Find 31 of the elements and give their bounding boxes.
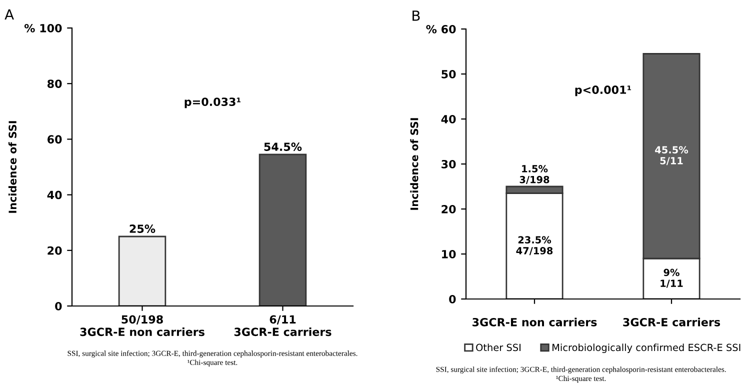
chart-title: B [412,10,420,21]
legend-label: Other SSI [476,344,520,352]
y-tick-label: 30 [442,160,456,168]
data-label: 54.5% [264,142,302,151]
y-axis-title: Incidence of SSI [8,121,17,213]
chart-title: A [4,9,14,20]
data-label: 25% [130,224,156,233]
y-tick-label: 60 [48,135,62,144]
y-tick-label: % 100 [24,24,62,32]
x-tick-label: 3GCR-E non carriers [472,318,597,326]
x-tick-label: 50/198 3GCR-E non carriers [80,315,204,336]
data-label: 45.5% 5/11 [655,146,688,166]
x-tick-label: 3GCR-E carriers [623,318,720,326]
y-tick-label: 40 [441,114,456,124]
y-tick-label: 40 [47,190,62,200]
annotation: p<0.001¹ [575,86,632,96]
y-tick-label: 10 [442,250,456,258]
y-axis-title: Incidence of SSI [410,118,418,210]
x-tick-label: 6/11 3GCR-E carriers [234,315,332,336]
annotation: p=0.033¹ [184,98,241,108]
y-tick-label: % 60 [426,24,456,34]
y-tick-label: 0 [449,294,456,304]
y-tick-label: 20 [48,246,62,255]
legend-label: Microbiologically confirmed ESCR-E SSI [552,344,740,354]
y-tick-label: 20 [442,204,456,214]
data-label: 1.5% 3/198 [520,165,550,184]
y-tick-label: 50 [442,70,456,78]
y-tick-label: 80 [47,80,62,88]
y-tick-label: 0 [55,302,62,310]
data-label: 23.5% 47/198 [516,236,553,256]
data-label: 9% 1/11 [660,268,683,288]
